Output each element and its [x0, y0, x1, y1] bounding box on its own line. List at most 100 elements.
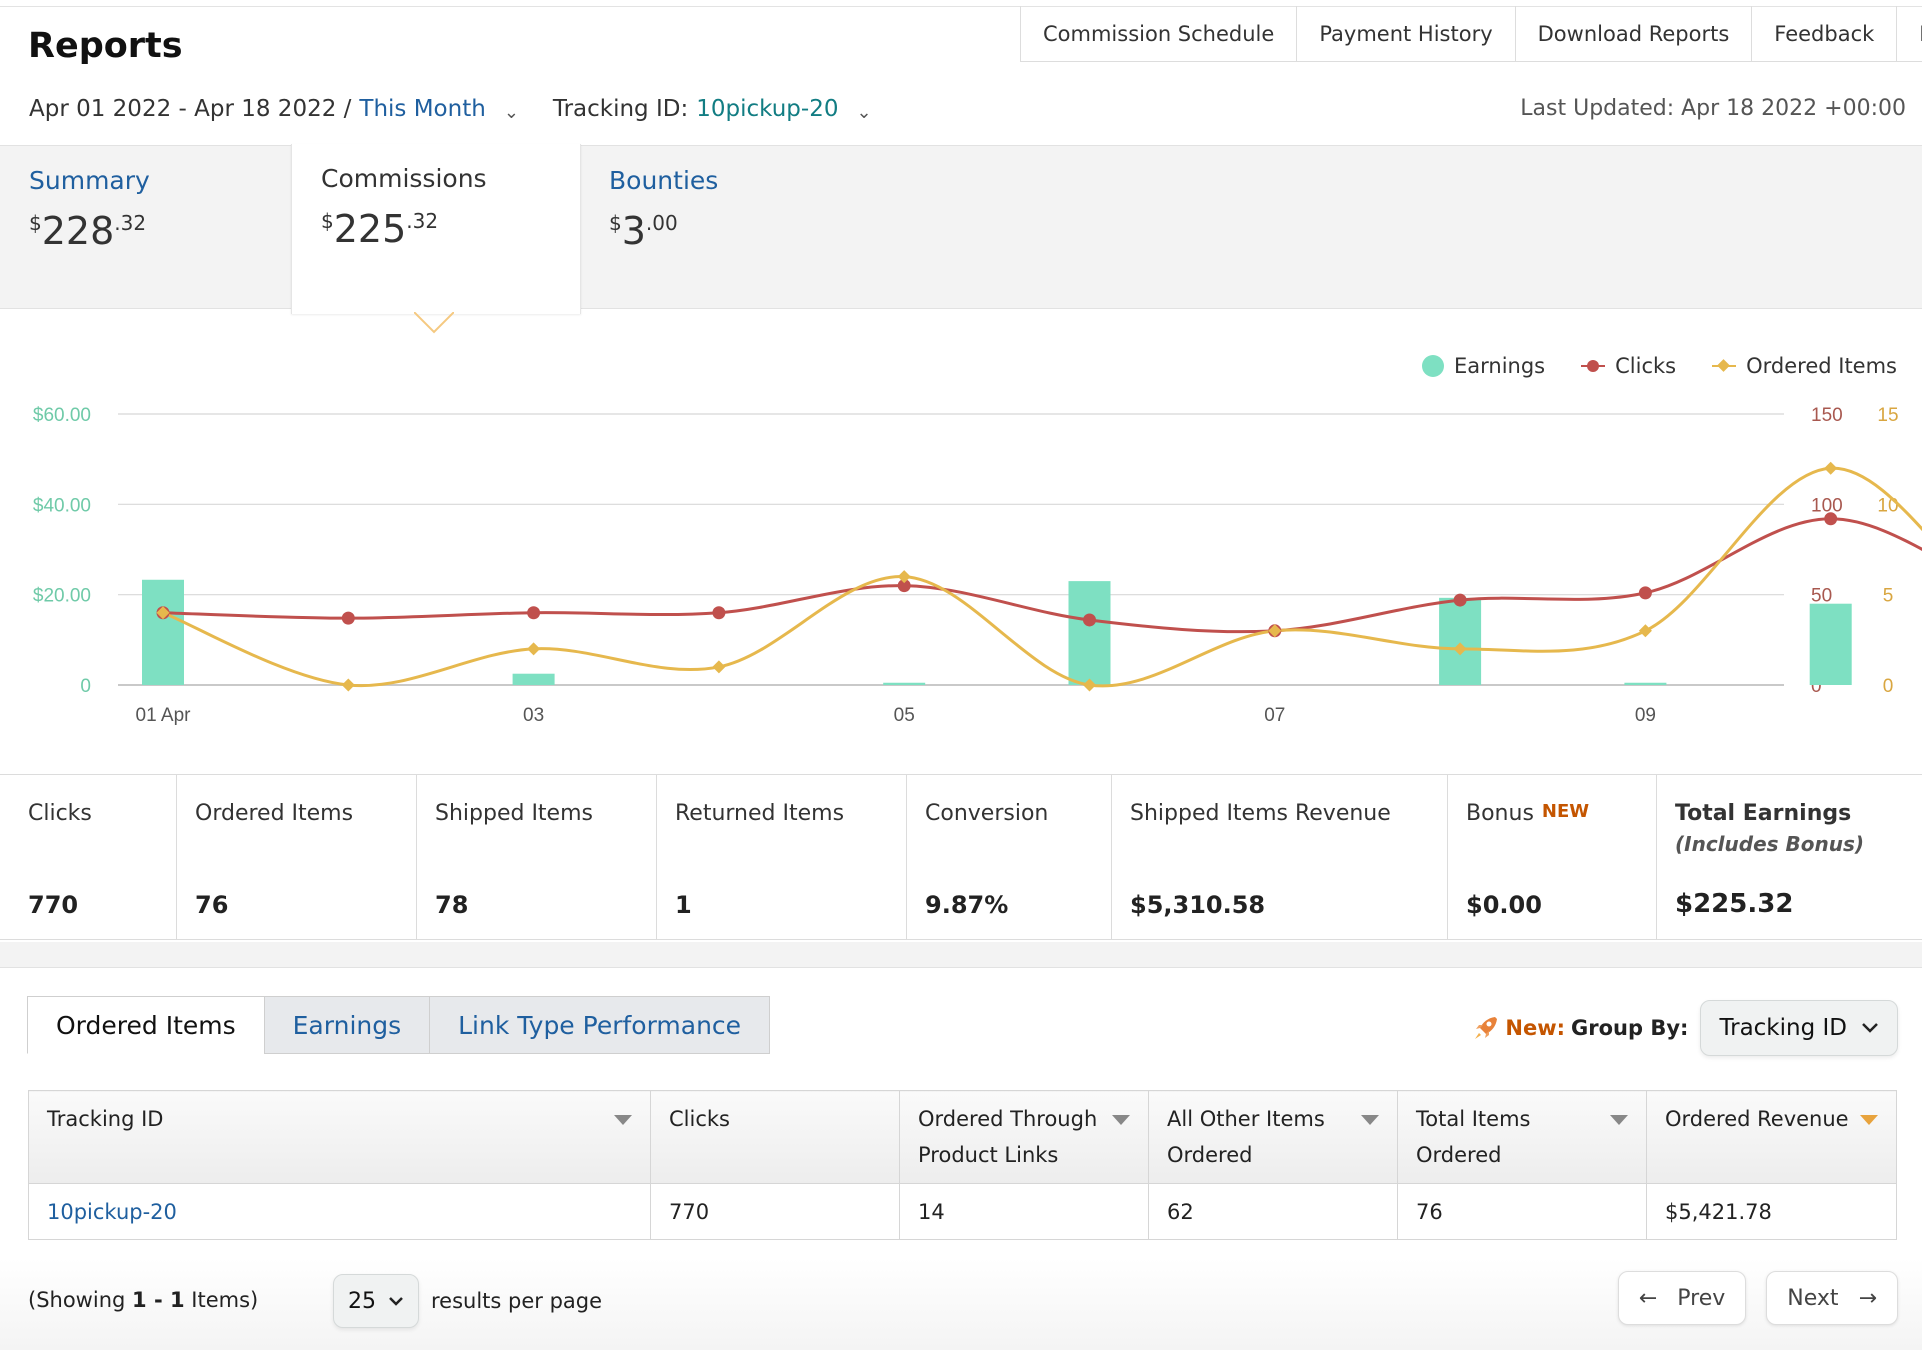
next-button[interactable]: Next → [1766, 1271, 1898, 1325]
column-header-clicks[interactable]: Clicks [650, 1090, 900, 1184]
feedback-link[interactable]: Feedback [1752, 6, 1898, 61]
group-by-select[interactable]: Tracking ID [1700, 1000, 1898, 1056]
arrow-right-icon: → [1858, 1285, 1877, 1311]
tracking-label: Tracking ID: [552, 96, 689, 122]
arrow-left-icon: ← [1638, 1285, 1658, 1311]
cell-total-items-ordered: 76 [1397, 1183, 1647, 1240]
clicks-point [527, 606, 541, 620]
y-right-items-tick-label: 15 [1877, 405, 1898, 426]
tab-bounties[interactable]: Bounties $3.00 [580, 146, 870, 310]
page-title: Reports [28, 26, 183, 66]
cell-tracking-id[interactable]: 10pickup-20 [28, 1183, 651, 1240]
tab-label: Summary [29, 166, 150, 195]
metric-label: Ordered Items [195, 801, 354, 826]
tab-summary[interactable]: Summary $228.32 [0, 146, 290, 310]
clicks-point [712, 606, 726, 620]
metrics-row: Clicks 770 Ordered Items 76 Shipped Item… [0, 774, 1922, 940]
tab-commissions[interactable]: Commissions $225.32 [291, 144, 581, 314]
x-tick-label: 07 [1264, 705, 1285, 726]
ordered-items-point [1638, 624, 1652, 638]
tab-amount: $228.32 [29, 209, 147, 253]
sort-arrow-icon [1860, 1115, 1878, 1125]
column-header-ordered-through-product-links[interactable]: Ordered Through Product Links [899, 1090, 1149, 1184]
metric-value: $0.00 [1466, 891, 1542, 919]
column-header-total-items-ordered[interactable]: Total Items Ordered [1397, 1090, 1647, 1184]
tracking-id-link[interactable]: 10pickup-20 [47, 1199, 177, 1224]
cell-all-other-items-ordered: 62 [1148, 1183, 1398, 1240]
period-dropdown[interactable]: This Month ⌄ [359, 96, 519, 123]
ordered-items-line [162, 466, 1922, 688]
metric-conversion: Conversion 9.87% [907, 775, 1112, 939]
prev-button[interactable]: ← Prev [1617, 1271, 1747, 1325]
download-reports-link[interactable]: Download Reports [1516, 6, 1753, 61]
section-divider [0, 942, 1922, 968]
earnings-bar [512, 673, 555, 685]
y-left-tick-label: 0 [80, 676, 91, 697]
tab-earnings[interactable]: Earnings [263, 996, 431, 1054]
earnings-bar [1809, 603, 1852, 685]
tab-label: Commissions [321, 164, 487, 193]
earnings-bar [883, 682, 926, 685]
per-page-select[interactable]: 25 [333, 1274, 419, 1328]
metric-shipped-revenue: Shipped Items Revenue $5,310.58 [1112, 775, 1448, 939]
metric-value: 78 [435, 891, 469, 919]
y-right-clicks-tick-label: 100 [1811, 495, 1843, 516]
top-border [0, 6, 1922, 7]
metric-total-earnings: Total Earnings (Includes Bonus) $225.32 [1657, 775, 1922, 939]
per-page-value: 25 [348, 1288, 376, 1314]
metric-value: 9.87% [925, 891, 1009, 919]
metric-value: $5,310.58 [1130, 891, 1266, 919]
group-by-label: New: Group By: [1473, 1015, 1688, 1041]
metric-bonus: Bonus NEW $0.00 [1448, 775, 1657, 939]
tab-amount: $3.00 [609, 209, 678, 253]
table-header-row: Tracking ID Clicks Ordered Through Produ… [28, 1090, 1897, 1184]
earnings-bar [1068, 581, 1111, 685]
chevron-down-icon [389, 1296, 403, 1306]
tracking-id-dropdown[interactable]: 10pickup-20 ⌄ [696, 96, 871, 123]
legend-earnings[interactable]: Earnings [1421, 354, 1545, 378]
legend-clicks[interactable]: Clicks [1581, 354, 1676, 378]
column-header-tracking-id[interactable]: Tracking ID [28, 1090, 651, 1184]
column-header-all-other-items-ordered[interactable]: All Other Items Ordered [1148, 1090, 1398, 1184]
sort-arrow-icon [1610, 1115, 1628, 1125]
pagination: ← Prev Next → [1617, 1271, 1898, 1325]
help-link[interactable]: Help [1897, 6, 1922, 61]
last-updated: Last Updated: Apr 18 2022 +00:00 [1520, 96, 1906, 121]
clicks-point [341, 611, 355, 625]
column-header-ordered-revenue[interactable]: Ordered Revenue [1646, 1090, 1897, 1184]
y-right-items-tick-label: 5 [1883, 586, 1894, 607]
line-dot-icon [1581, 358, 1606, 374]
earnings-bar [1439, 597, 1482, 685]
clicks-point [1638, 586, 1652, 600]
filter-bar: Apr 01 2022 - Apr 18 2022 / This Month ⌄ … [29, 96, 872, 123]
report-tabs: Ordered Items Earnings Link Type Perform… [27, 996, 771, 1054]
showing-count: (Showing 1 - 1 Items) [28, 1288, 259, 1312]
x-tick-label: 05 [894, 705, 915, 726]
active-tab-caret [414, 312, 454, 334]
circle-icon [1421, 355, 1444, 377]
new-badge: NEW [1541, 801, 1590, 822]
results-table: Tracking ID Clicks Ordered Through Produ… [28, 1090, 1897, 1240]
sort-arrow-icon [1112, 1115, 1130, 1125]
tab-amount: $225.32 [321, 207, 439, 251]
metric-label: Returned Items [675, 801, 845, 826]
table-row: 10pickup-20 770 14 62 76 $5,421.78 [28, 1183, 1897, 1240]
legend-ordered-items[interactable]: Ordered Items [1712, 354, 1897, 378]
y-left-tick-label: $20.00 [33, 586, 91, 607]
metric-label: Total Earnings [1675, 801, 1852, 826]
y-right-clicks-tick-label: 150 [1811, 405, 1843, 426]
sort-arrow-icon [614, 1115, 632, 1125]
sort-arrow-icon [1361, 1115, 1379, 1125]
metric-value: 1 [675, 891, 692, 919]
clicks-point [1824, 512, 1838, 526]
ordered-items-point [897, 570, 911, 584]
tab-link-type-performance[interactable]: Link Type Performance [429, 996, 771, 1054]
ordered-items-point [341, 678, 355, 692]
chevron-down-icon [1862, 1023, 1878, 1033]
y-right-clicks-tick-label: 0 [1811, 676, 1822, 697]
y-left-tick-label: $40.00 [33, 495, 91, 516]
tab-ordered-items[interactable]: Ordered Items [27, 996, 265, 1054]
date-range-text: Apr 01 2022 - Apr 18 2022 / [29, 96, 352, 122]
commission-schedule-link[interactable]: Commission Schedule [1021, 6, 1298, 61]
payment-history-link[interactable]: Payment History [1297, 6, 1516, 61]
